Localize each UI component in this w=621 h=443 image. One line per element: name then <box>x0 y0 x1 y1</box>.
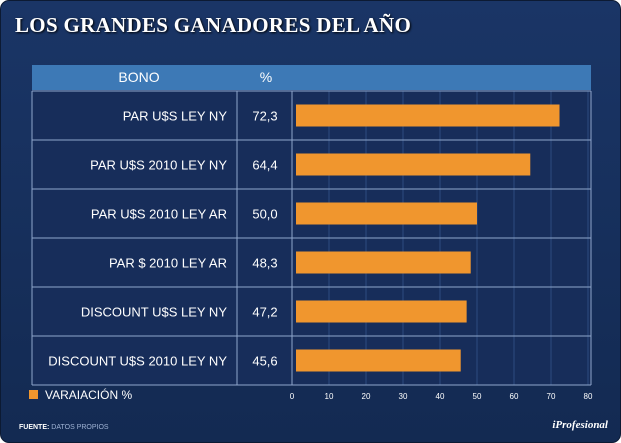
bar <box>296 104 560 127</box>
value-label: 72,3 <box>252 109 277 124</box>
header-bono: BONO <box>118 69 159 85</box>
axis-tick-label: 70 <box>547 392 556 401</box>
bar <box>296 202 477 225</box>
bond-label: PAR U$S LEY NY <box>123 109 228 124</box>
bond-label: DISCOUNT U$S 2010 LEY NY <box>48 354 227 369</box>
axis-tick-label: 20 <box>362 392 371 401</box>
axis-tick-label: 50 <box>473 392 482 401</box>
axis-tick-label: 80 <box>584 392 593 401</box>
header-pct: % <box>260 69 272 85</box>
bar <box>296 251 471 274</box>
bond-label: PAR U$S 2010 LEY NY <box>90 158 227 173</box>
value-label: 45,6 <box>252 354 277 369</box>
axis-tick-label: 10 <box>325 392 334 401</box>
value-label: 50,0 <box>252 207 277 222</box>
table-grid: BONO% <box>31 65 592 386</box>
bars <box>296 104 560 372</box>
value-label: 48,3 <box>252 256 277 271</box>
axis-tick-label: 60 <box>510 392 519 401</box>
axis-tick-label: 0 <box>290 392 295 401</box>
value-label: 64,4 <box>252 158 277 173</box>
legend-swatch <box>29 390 38 399</box>
chart-title: LOS GRANDES GANADORES DEL AÑO <box>15 13 412 37</box>
source-label: FUENTE: <box>19 424 50 431</box>
brand-logo: iProfesional <box>552 419 608 431</box>
labels: PAR U$S LEY NY 72,3 PAR U$S 2010 LEY NY 64,… <box>29 109 593 402</box>
axis-tick-label: 40 <box>436 392 445 401</box>
bar <box>296 300 467 323</box>
bar <box>296 153 531 176</box>
source-text: DATOS PROPIOS <box>51 424 109 431</box>
bond-label: DISCOUNT U$S LEY NY <box>81 305 228 320</box>
source-note: FUENTE: DATOS PROPIOS <box>19 424 109 431</box>
bar <box>296 349 461 372</box>
bond-label: PAR $ 2010 LEY AR <box>109 256 227 271</box>
legend-label: VARAIACIÓN % <box>45 387 132 402</box>
value-label: 47,2 <box>252 305 277 320</box>
bond-label: PAR U$S 2010 LEY AR <box>91 207 227 222</box>
axis-tick-label: 30 <box>399 392 408 401</box>
table-header <box>32 65 591 90</box>
